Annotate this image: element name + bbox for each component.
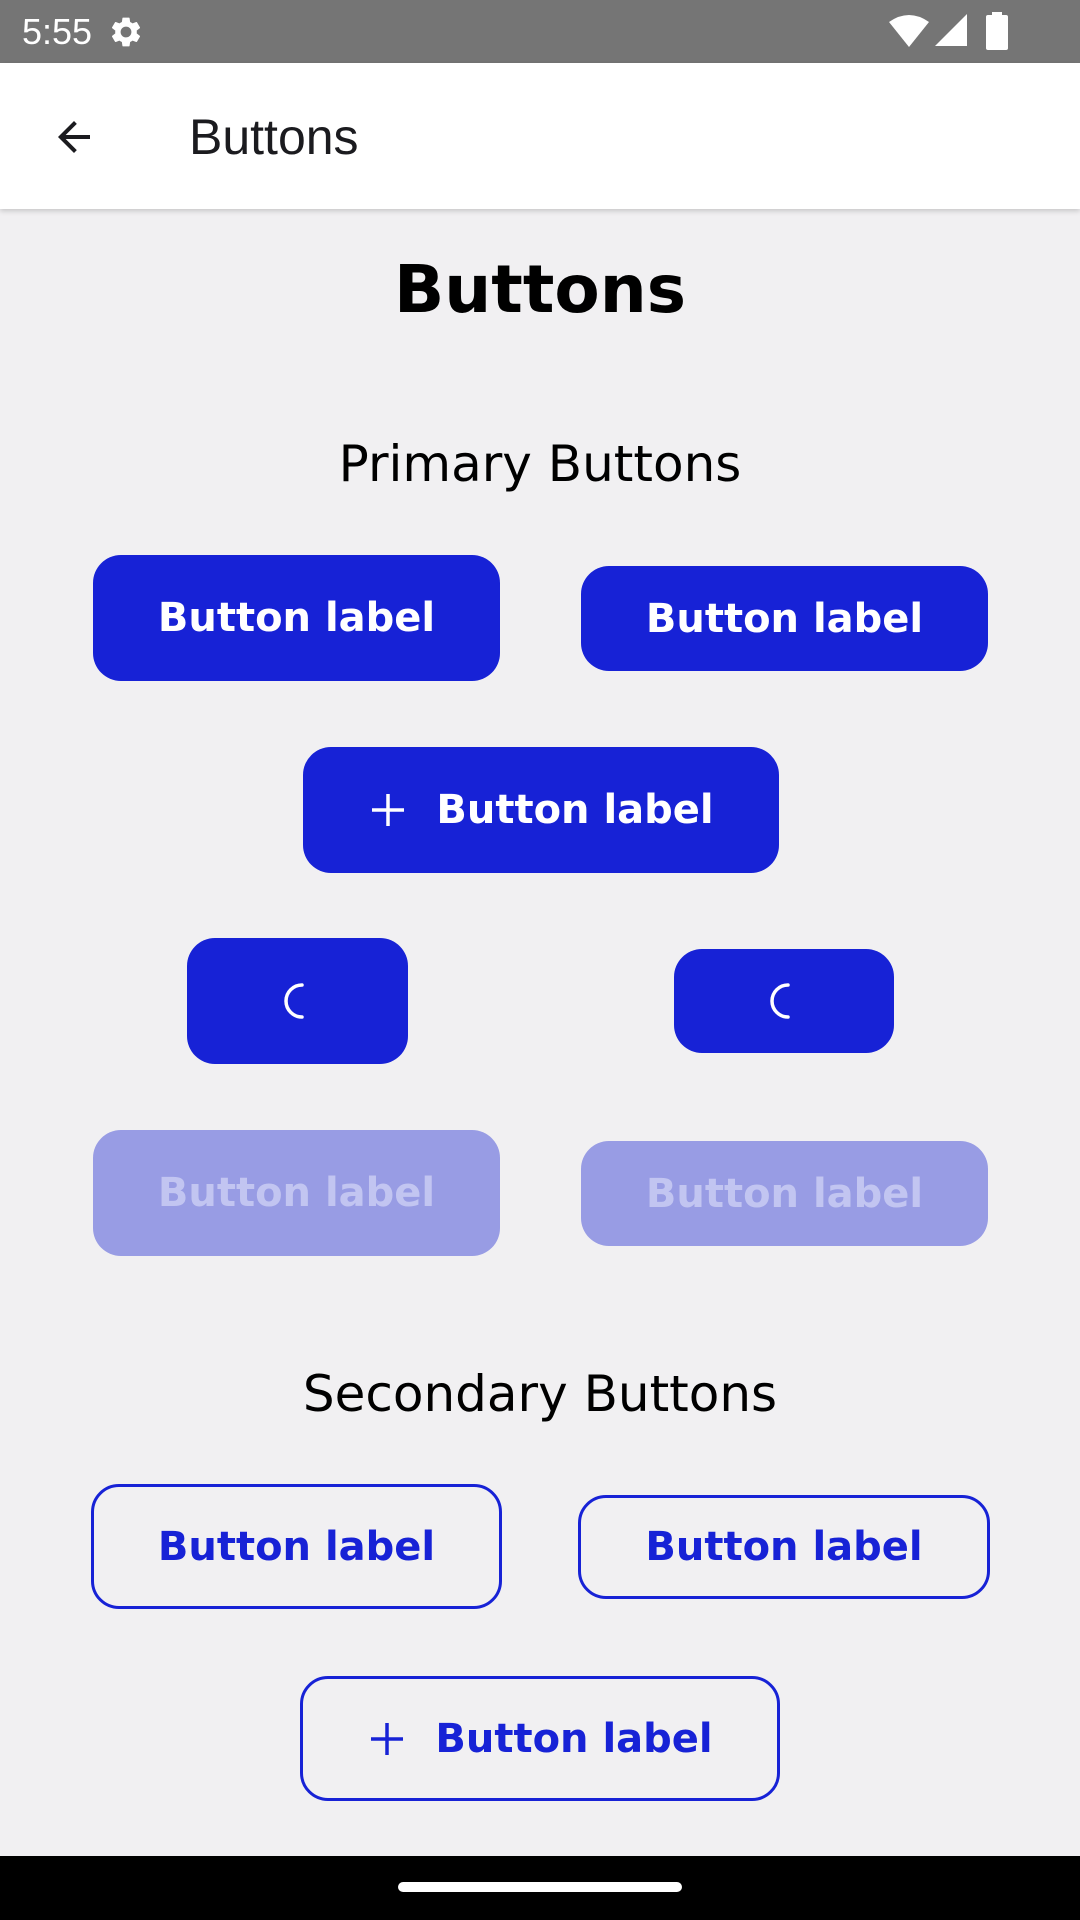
- wifi-icon: [889, 15, 929, 47]
- battery-icon: [986, 12, 1008, 50]
- primary-button-loading-large[interactable]: [187, 938, 408, 1064]
- app-bar-title: Buttons: [189, 109, 359, 165]
- back-button[interactable]: [34, 105, 114, 169]
- plus-icon: [371, 1722, 404, 1755]
- button-label: Button label: [645, 595, 924, 642]
- primary-button-with-icon[interactable]: Button label: [303, 747, 779, 873]
- status-time: 5:55: [22, 11, 93, 52]
- button-label: Button label: [157, 595, 436, 641]
- primary-button-large[interactable]: Button label: [93, 555, 500, 681]
- primary-button-disabled-medium: Button label: [581, 1141, 988, 1246]
- primary-section-title: Primary Buttons: [338, 435, 742, 493]
- secondary-section-title: Secondary Buttons: [302, 1365, 778, 1423]
- spinner-icon: [283, 983, 304, 1019]
- plus-icon: [372, 794, 405, 826]
- primary-button-medium[interactable]: Button label: [581, 566, 988, 671]
- status-bar: 5:55: [0, 0, 1080, 63]
- secondary-button-large[interactable]: Button label: [91, 1484, 502, 1609]
- secondary-button-medium[interactable]: Button label: [578, 1495, 990, 1599]
- app-bar: Buttons: [0, 63, 1080, 209]
- page-title: Buttons: [393, 251, 686, 328]
- signal-icon: [935, 14, 967, 46]
- navigation-bar: [0, 1856, 1080, 1920]
- arrow-left-icon: [58, 121, 90, 153]
- secondary-button-with-icon[interactable]: Button label: [300, 1676, 780, 1801]
- primary-button-disabled-large: Button label: [93, 1130, 500, 1256]
- button-label: Button label: [645, 1170, 924, 1217]
- gear-icon: [111, 17, 141, 47]
- spinner-icon: [770, 983, 790, 1019]
- button-label: Button label: [435, 1715, 713, 1762]
- primary-button-loading-medium[interactable]: [674, 949, 894, 1053]
- button-label: Button label: [645, 1524, 923, 1570]
- button-label: Button label: [436, 787, 714, 833]
- button-label: Button label: [157, 1523, 436, 1570]
- home-handle[interactable]: [398, 1882, 682, 1892]
- button-label: Button label: [157, 1170, 436, 1216]
